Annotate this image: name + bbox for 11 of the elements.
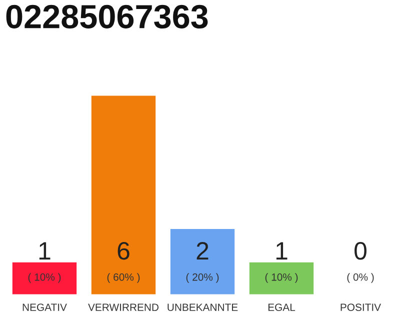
data-label: 1 ( 10% ) bbox=[265, 242, 298, 283]
x-tick-label: VERWIRREND bbox=[88, 304, 158, 311]
x-tick-label: NEGATIV bbox=[22, 304, 67, 311]
x-tick-label: POSITIV bbox=[340, 304, 382, 311]
data-label: 1 ( 10% ) bbox=[28, 242, 61, 283]
data-label: 6 ( 60% ) bbox=[107, 242, 140, 283]
data-label: 2 ( 20% ) bbox=[186, 242, 219, 283]
x-tick-label: UNBEKANNTE bbox=[168, 304, 238, 311]
x-tick-label: EGAL bbox=[268, 304, 296, 311]
data-label: 0 ( 0% ) bbox=[347, 242, 374, 283]
chart-title: 02285067363 bbox=[6, 4, 208, 29]
